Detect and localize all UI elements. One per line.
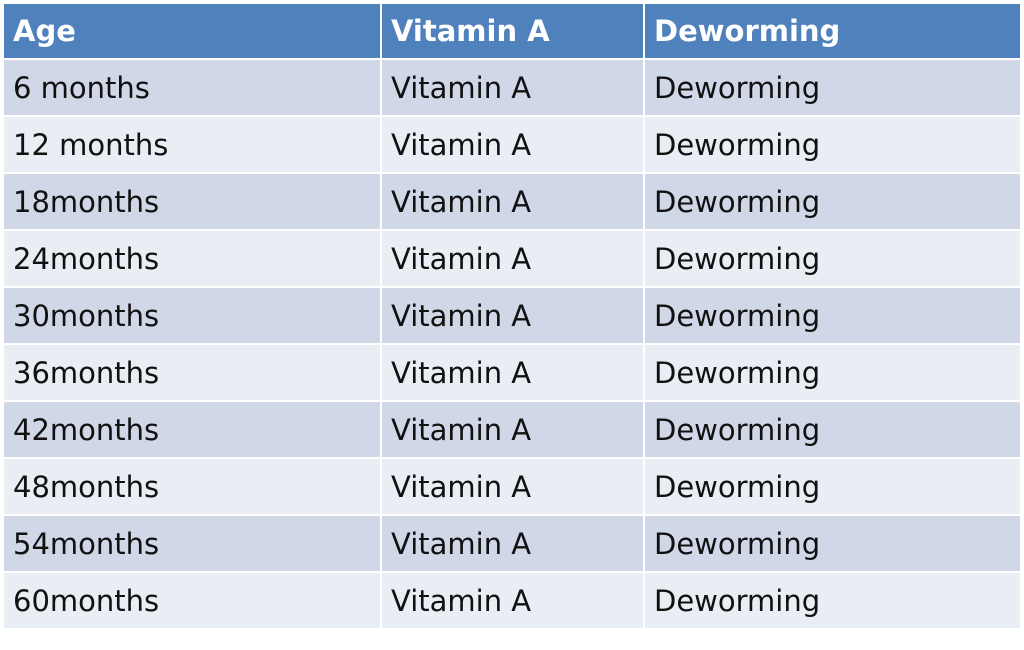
table-row: 60months Vitamin A Deworming (2, 571, 1022, 630)
table-cell: Deworming (643, 286, 1022, 345)
table-cell: Deworming (643, 571, 1022, 630)
table-row: 18months Vitamin A Deworming (2, 172, 1022, 231)
table-row: 42months Vitamin A Deworming (2, 400, 1022, 459)
table-cell: 42months (2, 400, 382, 459)
table-cell: Vitamin A (380, 115, 645, 174)
header-cell: Vitamin A (380, 2, 645, 60)
table-cell: 6 months (2, 58, 382, 117)
header-cell: Deworming (643, 2, 1022, 60)
table-cell: Deworming (643, 400, 1022, 459)
header-cell: Age (2, 2, 382, 60)
table-cell: Deworming (643, 172, 1022, 231)
table-row: 24months Vitamin A Deworming (2, 229, 1022, 288)
table-cell: Vitamin A (380, 286, 645, 345)
table-cell: 54months (2, 514, 382, 573)
table-body: 6 months Vitamin A Deworming 12 months Vitam… (2, 58, 1022, 630)
table-row: 30months Vitamin A Deworming (2, 286, 1022, 345)
table-cell: Deworming (643, 343, 1022, 402)
table-cell: Vitamin A (380, 400, 645, 459)
table-cell: Vitamin A (380, 172, 645, 231)
table-cell: Vitamin A (380, 58, 645, 117)
table-row: 6 months Vitamin A Deworming (2, 58, 1022, 117)
table-row: 54months Vitamin A Deworming (2, 514, 1022, 573)
table-cell: 12 months (2, 115, 382, 174)
table-row: 36months Vitamin A Deworming (2, 343, 1022, 402)
header-row: Age Vitamin A Deworming (2, 2, 1022, 60)
table-cell: Deworming (643, 58, 1022, 117)
table-cell: 30months (2, 286, 382, 345)
table-cell: Vitamin A (380, 343, 645, 402)
table-cell: 18months (2, 172, 382, 231)
table-cell: Vitamin A (380, 457, 645, 516)
table-row: 12 months Vitamin A Deworming (2, 115, 1022, 174)
table-cell: Deworming (643, 514, 1022, 573)
table-cell: 36months (2, 343, 382, 402)
table-cell: Vitamin A (380, 229, 645, 288)
table-cell: Vitamin A (380, 571, 645, 630)
table-cell: Deworming (643, 115, 1022, 174)
table-cell: 48months (2, 457, 382, 516)
table-cell: Vitamin A (380, 514, 645, 573)
table-cell: 24months (2, 229, 382, 288)
table-cell: Deworming (643, 457, 1022, 516)
table-cell: 60months (2, 571, 382, 630)
table-cell: Deworming (643, 229, 1022, 288)
table-row: 48months Vitamin A Deworming (2, 457, 1022, 516)
